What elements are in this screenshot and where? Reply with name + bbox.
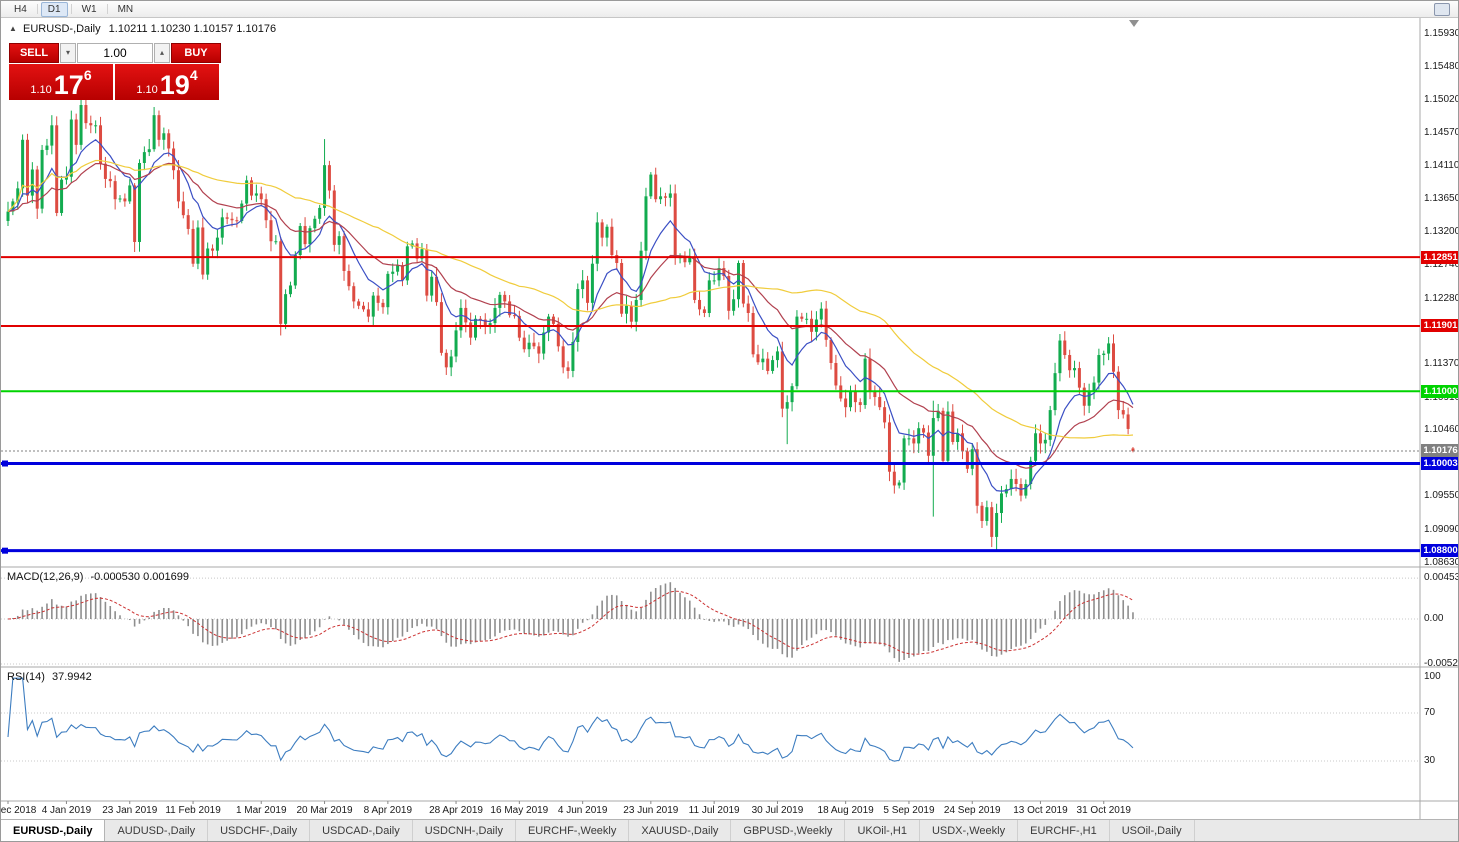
volume-input[interactable]	[77, 43, 153, 63]
timeframe-toolbar: H4 D1 W1 MN	[1, 1, 1458, 18]
chart-tab-xauusd-daily[interactable]: XAUUSD-,Daily	[629, 820, 732, 841]
chart-tab-eurchf-h1[interactable]: EURCHF-,H1	[1018, 820, 1110, 841]
macd-label: MACD(12,26,9) -0.000530 0.001699	[7, 571, 189, 583]
trade-controls-row: SELL ▾ ▴ BUY	[9, 43, 221, 63]
one-click-collapse-icon[interactable]: ▲	[9, 24, 17, 33]
chart-ohlc-values: 1.10211 1.10230 1.10157 1.10176	[108, 23, 277, 35]
timeframe-button-d1[interactable]: D1	[40, 1, 68, 17]
volume-increase-button[interactable]: ▴	[154, 43, 170, 63]
chart-tab-usdcad-daily[interactable]: USDCAD-,Daily	[310, 820, 413, 841]
chart-symbol-label: EURUSD-,Daily	[22, 23, 101, 35]
toolbar-separator	[70, 4, 72, 14]
bid-price-sup: 6	[83, 67, 92, 83]
toolbar-separator	[106, 4, 108, 14]
bid-price-base: 1.10	[30, 84, 52, 96]
chart-tab-usoil-daily[interactable]: USOil-,Daily	[1110, 820, 1195, 841]
timeframe-button-h4[interactable]: H4	[7, 2, 34, 17]
toolbar-separator	[36, 4, 38, 14]
chart-tab-usdchf-daily[interactable]: USDCHF-,Daily	[208, 820, 311, 841]
ask-price-big: 19	[159, 70, 190, 100]
trade-price-row: 1.10 17 6 1.10 19 4	[9, 64, 221, 100]
chart-tab-eurchf-weekly[interactable]: EURCHF-,Weekly	[516, 820, 630, 841]
toolbar-window-icon[interactable]	[1434, 2, 1450, 16]
macd-values: -0.000530 0.001699	[90, 571, 189, 583]
timeframe-button-mn[interactable]: MN	[111, 2, 141, 17]
chart-tab-gbpusd-weekly[interactable]: GBPUSD-,Weekly	[731, 820, 846, 841]
timeframe-button-w1[interactable]: W1	[75, 2, 104, 17]
rsi-name: RSI(14)	[7, 671, 45, 683]
chart-shift-marker	[1129, 20, 1139, 27]
rsi-label: RSI(14) 37.9942	[7, 671, 92, 683]
chart-tabbar: EURUSD-,Daily AUDUSD-,Daily USDCHF-,Daily U…	[1, 819, 1458, 841]
chart-tab-ukoil-h1[interactable]: UKOil-,H1	[845, 820, 920, 841]
bid-price-big: 17	[53, 70, 84, 100]
chart-tab-usdx-weekly[interactable]: USDX-,Weekly	[920, 820, 1019, 841]
sell-price-button[interactable]: 1.10 17 6	[9, 64, 113, 100]
buy-price-button[interactable]: 1.10 19 4	[115, 64, 219, 100]
macd-name: MACD(12,26,9)	[7, 571, 84, 583]
chart-tab-usdcnh-daily[interactable]: USDCNH-,Daily	[413, 820, 516, 841]
sell-button[interactable]: SELL	[9, 43, 59, 63]
buy-button[interactable]: BUY	[171, 43, 221, 63]
ask-price-sup: 4	[189, 67, 198, 83]
rsi-value: 37.9942	[51, 671, 92, 683]
chart-tab-eurusd-daily[interactable]: EURUSD-,Daily	[1, 820, 106, 841]
volume-decrease-button[interactable]: ▾	[60, 43, 76, 63]
timeframe-buttons: H4 D1 W1 MN	[6, 1, 141, 17]
ask-price-base: 1.10	[136, 84, 158, 96]
chart-header: ▲ EURUSD-,Daily 1.10211 1.10230 1.10157 …	[9, 23, 276, 35]
chart-tab-audusd-daily[interactable]: AUDUSD-,Daily	[105, 820, 209, 841]
